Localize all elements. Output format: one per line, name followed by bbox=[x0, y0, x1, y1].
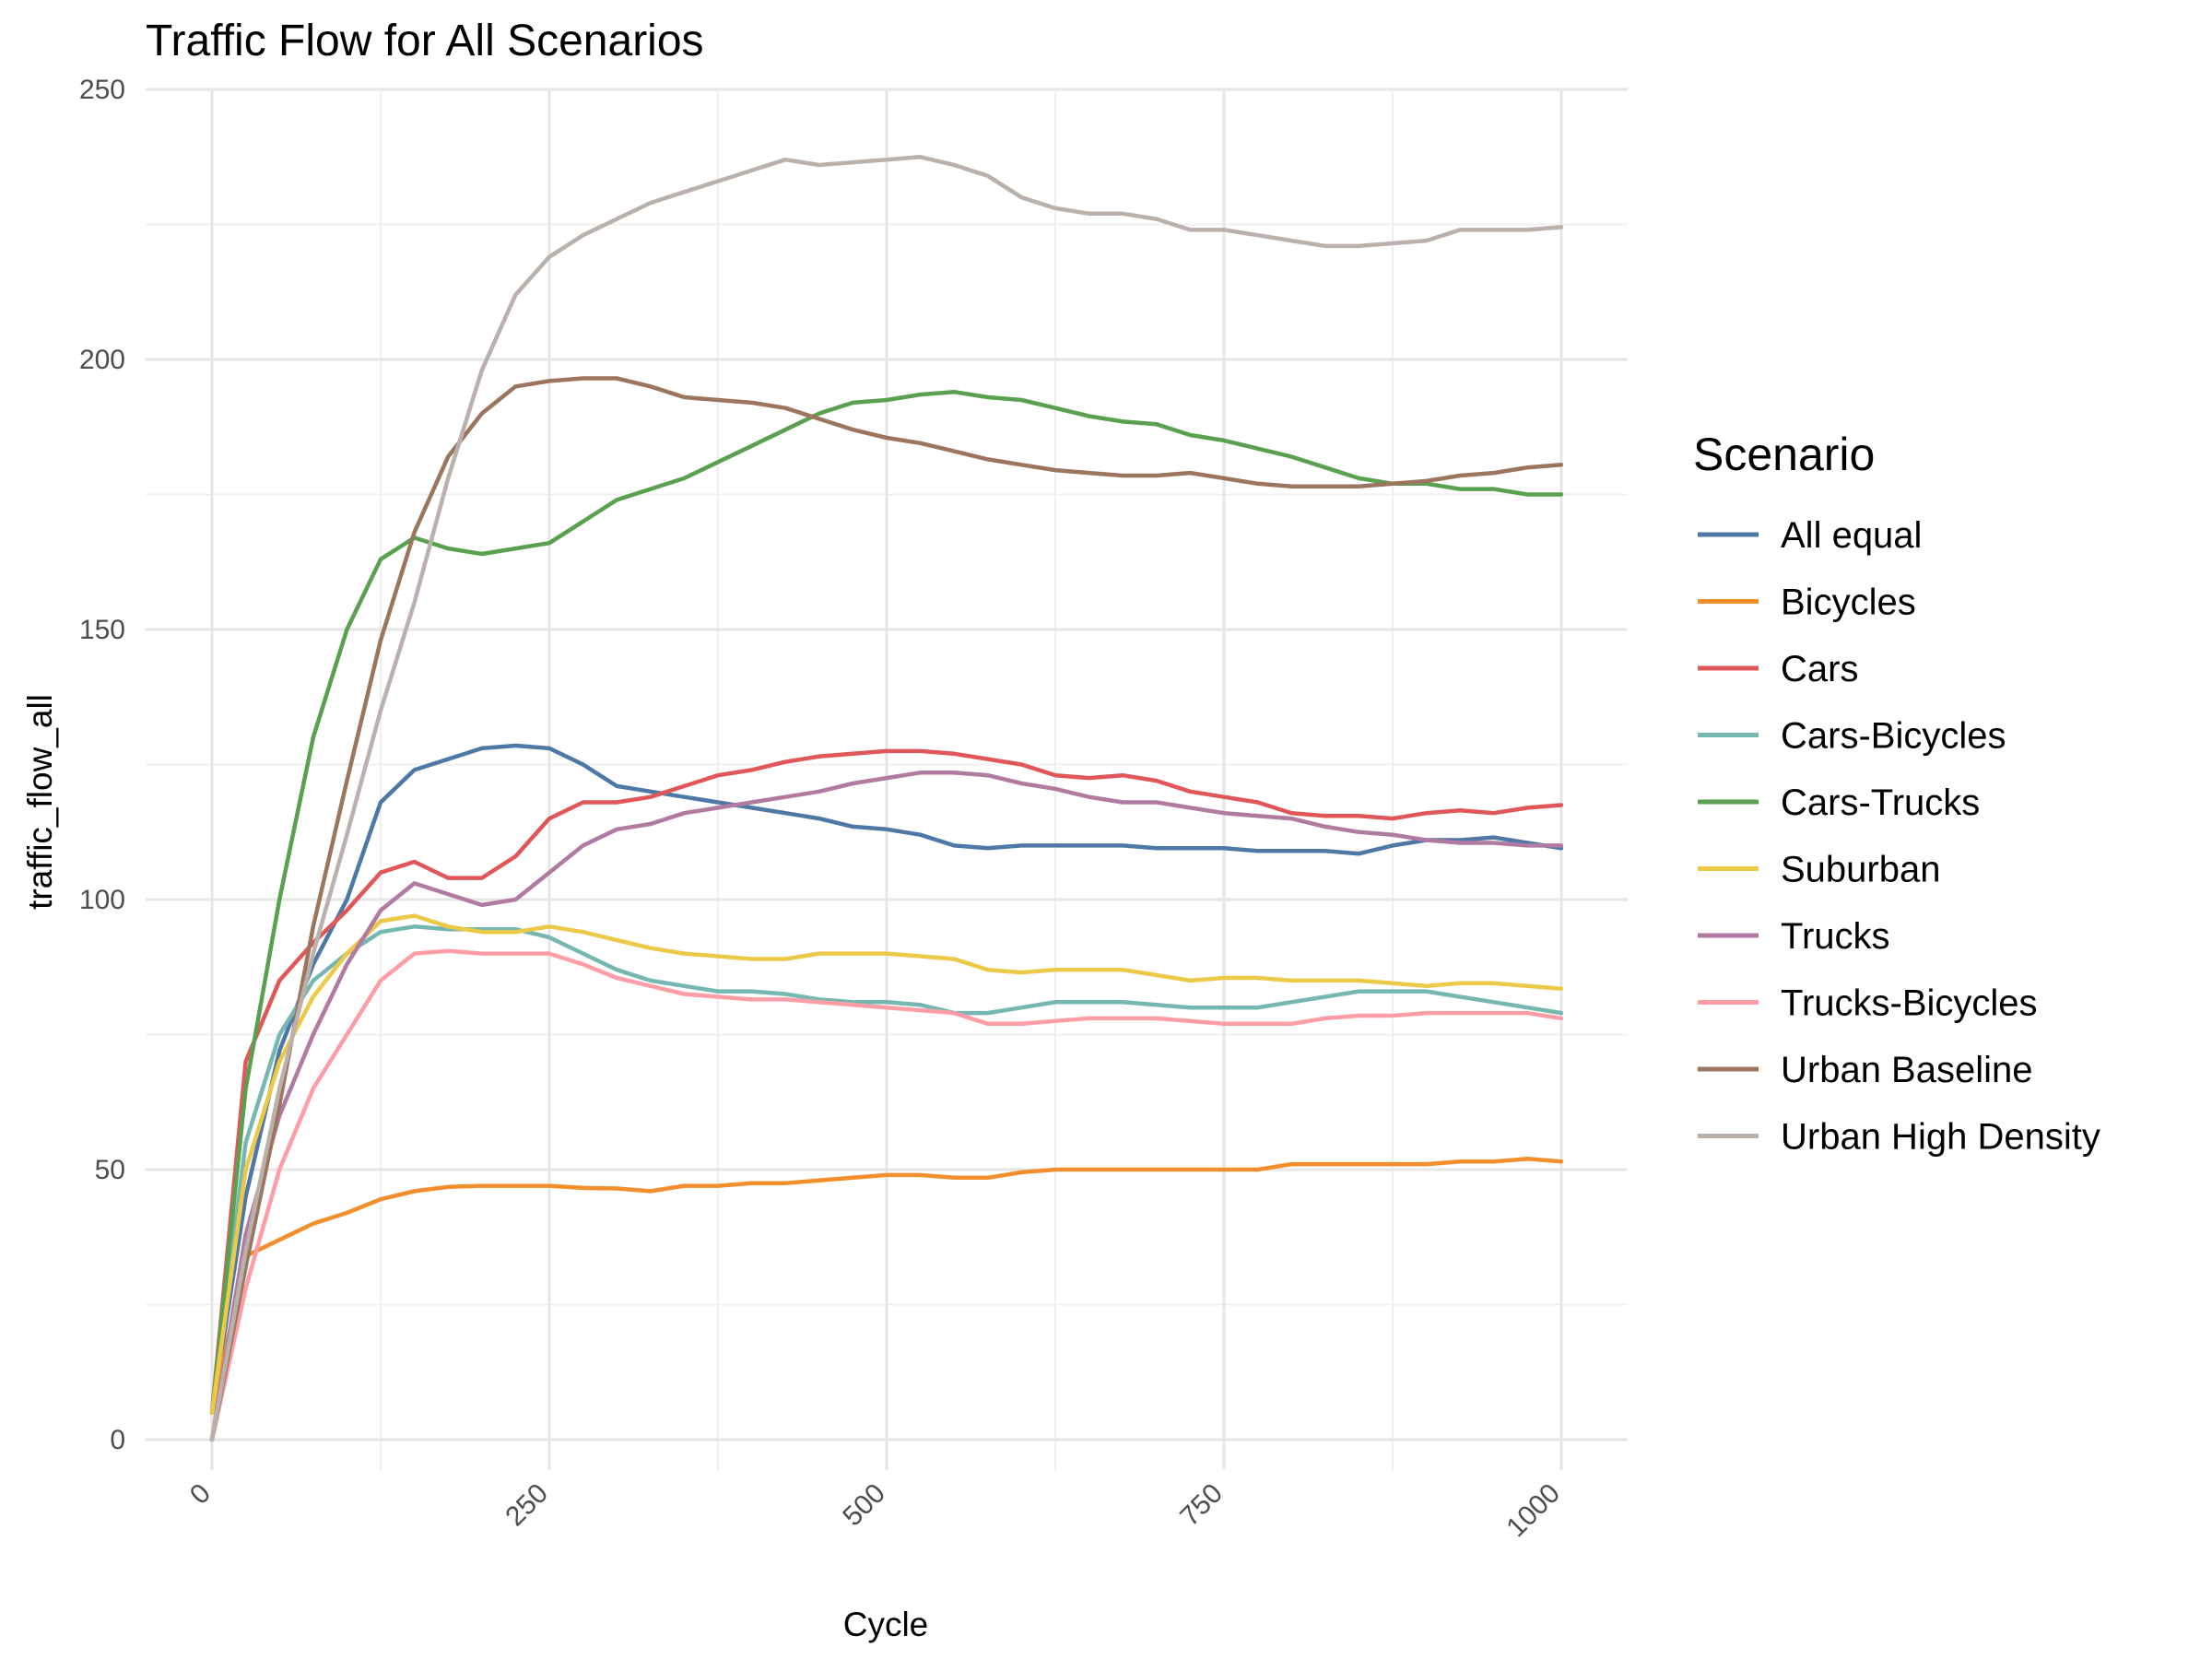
legend-label: Cars-Trucks bbox=[1781, 782, 1980, 823]
y-axis-title: traffic_flow_all bbox=[21, 694, 59, 910]
chart-title: Traffic Flow for All Scenarios bbox=[146, 17, 704, 65]
x-tick-label: 1000 bbox=[1500, 1478, 1566, 1544]
series-line bbox=[209, 389, 1564, 1415]
series-line bbox=[209, 771, 1564, 1442]
legend-title: Scenario bbox=[1693, 429, 1875, 480]
y-tick-label: 250 bbox=[79, 75, 125, 105]
series-line bbox=[209, 1157, 1564, 1415]
series-line bbox=[209, 913, 1564, 1415]
y-tick-label: 0 bbox=[110, 1425, 125, 1455]
legend-label: Trucks-Bicycles bbox=[1781, 983, 2038, 1024]
legend: Scenario All equal Bicycles Cars Cars-Bicyc… bbox=[1693, 429, 2100, 1158]
series-line bbox=[209, 948, 1564, 1442]
y-axis-ticks: 0 50 100 150 200 250 bbox=[79, 75, 125, 1455]
legend-label: Suburban bbox=[1781, 850, 1940, 890]
y-tick-label: 150 bbox=[79, 615, 125, 645]
series-line bbox=[209, 748, 1564, 1415]
x-axis-title: Cycle bbox=[843, 1606, 929, 1643]
x-tick-label: 500 bbox=[837, 1478, 891, 1533]
series-line bbox=[209, 924, 1564, 1415]
legend-label: All equal bbox=[1781, 515, 1922, 556]
x-tick-label: 250 bbox=[500, 1478, 554, 1533]
x-tick-label: 750 bbox=[1174, 1478, 1229, 1533]
legend-label: Cars-Bicycles bbox=[1781, 716, 2006, 757]
y-tick-label: 100 bbox=[79, 885, 125, 915]
x-tick-label: 0 bbox=[184, 1478, 217, 1511]
legend-label: Trucks bbox=[1781, 916, 1890, 957]
series-line bbox=[209, 743, 1564, 1415]
legend-label: Urban High Density bbox=[1781, 1117, 2100, 1158]
legend-label: Bicycles bbox=[1781, 582, 1916, 623]
legend-label: Cars bbox=[1781, 649, 1858, 689]
y-tick-label: 200 bbox=[79, 345, 125, 375]
series-line bbox=[209, 376, 1564, 1442]
legend-label: Urban Baseline bbox=[1781, 1050, 2033, 1090]
series-line bbox=[209, 155, 1564, 1442]
y-tick-label: 50 bbox=[95, 1155, 125, 1185]
series-lines bbox=[209, 155, 1564, 1442]
x-axis-ticks: 0 250 500 750 1000 bbox=[184, 1478, 1566, 1544]
